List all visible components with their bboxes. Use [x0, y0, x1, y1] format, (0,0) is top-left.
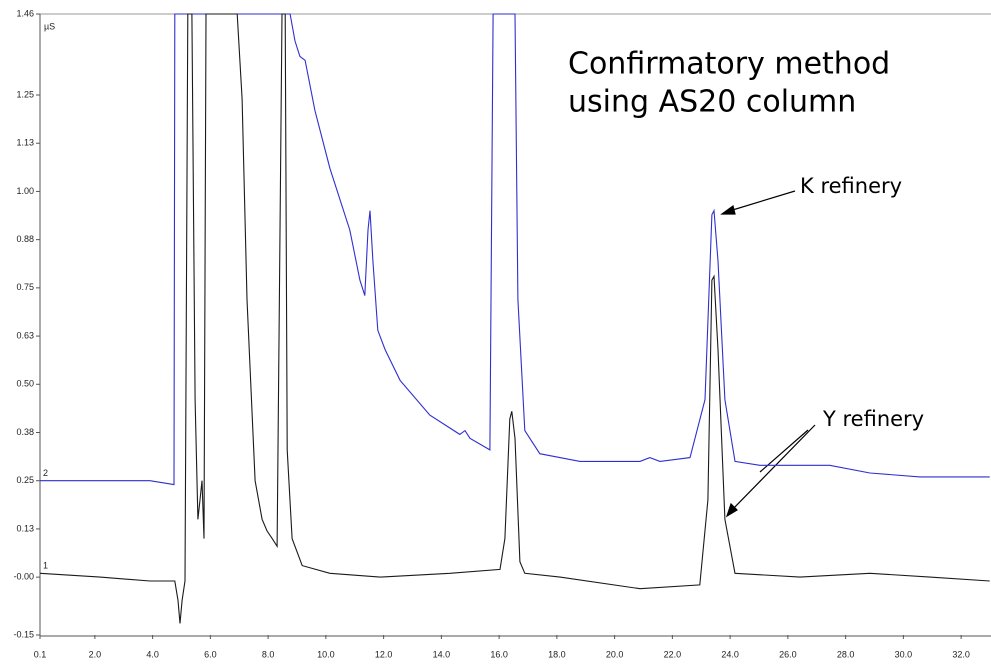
y-tick-label: 0.38 [16, 427, 34, 437]
x-tick-label: 10.0 [317, 649, 335, 659]
x-tick-label: 6.0 [204, 649, 217, 659]
y-unit: µS [44, 21, 55, 31]
annotation: Y refinery [822, 407, 924, 431]
y-tick-label: 0.88 [16, 234, 34, 244]
x-tick-label: 20.0 [606, 649, 624, 659]
y-tick-label: 1.00 [16, 186, 34, 196]
y-tick-label: 0.13 [16, 523, 34, 533]
y-tick-label: 0.25 [16, 475, 34, 485]
y-tick-label: 1.46 [16, 8, 34, 18]
y-tick-label: 0.63 [16, 330, 34, 340]
plot-area [40, 13, 990, 624]
x-tick-label: 2.0 [89, 649, 102, 659]
annotation: K refinery [800, 174, 902, 198]
x-tick-label: 8.0 [262, 649, 275, 659]
trace [40, 13, 990, 486]
trace [40, 13, 990, 624]
annotation: using AS20 column [568, 85, 856, 120]
y-tick-label: 1.13 [16, 138, 34, 148]
x-tick-label: 0.1 [34, 649, 47, 659]
series-label: 2 [43, 468, 48, 478]
x-tick-label: 14.0 [433, 649, 451, 659]
x-tick-label: 24.0 [721, 649, 739, 659]
y-tick-label: 0.50 [16, 379, 34, 389]
x-tick-label: 26.0 [779, 649, 797, 659]
x-tick-label: 22.0 [664, 649, 682, 659]
x-tick-label: 4.0 [146, 649, 159, 659]
x-tick-label: 12.0 [375, 649, 393, 659]
x-tick-label: 16.0 [490, 649, 508, 659]
series-label: 1 [43, 561, 48, 571]
x-tick-label: 32.0 [952, 649, 970, 659]
x-tick-label: 18.0 [548, 649, 566, 659]
y-tick-label: -0.15 [13, 629, 34, 639]
arrow-line [729, 424, 816, 513]
y-tick-label: 0.75 [16, 282, 34, 292]
x-tick-label: 30.0 [895, 649, 913, 659]
x-tick-label: 28.0 [837, 649, 855, 659]
annotation: Confirmatory method [568, 47, 890, 82]
arrow-head [725, 502, 738, 518]
y-tick-label: -0.00 [13, 572, 34, 582]
arrow-line [725, 190, 796, 213]
y-tick-label: 1.25 [16, 89, 34, 99]
arrow-head [720, 204, 736, 215]
